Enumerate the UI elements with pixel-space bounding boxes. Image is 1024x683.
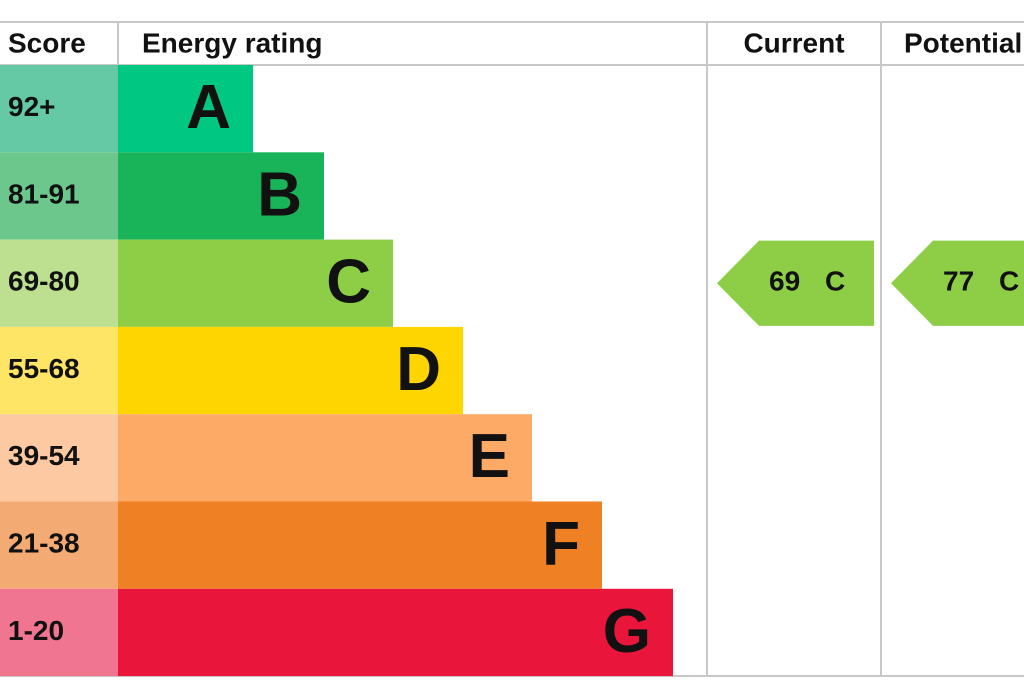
rating-bar xyxy=(118,65,253,153)
potential-value: 77 xyxy=(943,266,974,297)
score-cell xyxy=(0,152,118,240)
rating-letter: D xyxy=(396,335,441,404)
rating-letter: E xyxy=(469,422,510,491)
header-score: Score xyxy=(8,27,86,58)
rating-bar xyxy=(118,152,324,240)
rating-bar xyxy=(118,588,673,677)
current-band: C xyxy=(825,266,845,297)
rating-bar xyxy=(118,414,532,502)
header-rating: Energy rating xyxy=(142,27,322,58)
header-current: Current xyxy=(743,27,844,58)
rating-letter: G xyxy=(603,597,651,666)
score-label: 81-91 xyxy=(8,178,80,209)
rating-bar xyxy=(118,326,463,415)
header-potential: Potential xyxy=(904,27,1022,58)
score-label: 39-54 xyxy=(8,440,80,471)
score-label: 55-68 xyxy=(8,353,80,384)
score-label: 92+ xyxy=(8,91,56,122)
score-cell xyxy=(0,414,118,502)
potential-arrow xyxy=(891,240,1024,326)
current-value: 69 xyxy=(769,266,800,297)
score-cell xyxy=(0,326,118,415)
rating-letter: B xyxy=(257,160,302,229)
score-label: 1-20 xyxy=(8,615,64,646)
potential-band: C xyxy=(999,266,1019,297)
rating-letter: C xyxy=(326,248,371,317)
score-label: 69-80 xyxy=(8,266,80,297)
score-cell xyxy=(0,588,118,677)
rating-bar xyxy=(118,501,602,589)
current-arrow xyxy=(717,240,874,326)
score-label: 21-38 xyxy=(8,528,80,559)
score-cell xyxy=(0,65,118,153)
rating-bar xyxy=(118,239,393,327)
score-cell xyxy=(0,239,118,327)
rating-letter: F xyxy=(542,510,580,579)
rating-letter: A xyxy=(186,73,231,142)
score-cell xyxy=(0,501,118,589)
